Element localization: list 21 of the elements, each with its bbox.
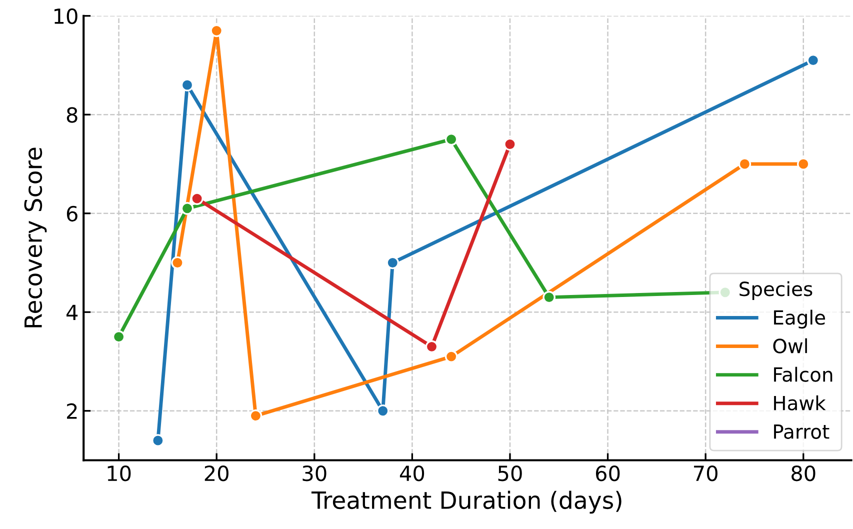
x-tick-label: 10 — [108, 465, 131, 482]
y-tick-label: 4 — [66, 304, 78, 320]
x-axis-title: Treatment Duration (days) — [311, 490, 622, 514]
x-tick-label: 70 — [694, 465, 718, 482]
x-tick-label: 30 — [302, 465, 326, 482]
x-tick-label: 50 — [498, 465, 522, 482]
legend-label: Parrot — [774, 424, 830, 439]
y-tick-label: 10 — [54, 8, 78, 24]
x-tick-label: 40 — [400, 465, 424, 482]
legend-label: Eagle — [774, 310, 826, 329]
legend-label: Hawk — [774, 395, 826, 410]
x-tick-label: 60 — [596, 465, 620, 482]
y-tick-label: 6 — [66, 206, 78, 222]
x-tick-label: 80 — [792, 465, 816, 482]
legend-label: Owl — [773, 338, 807, 354]
legend-title: Species — [740, 281, 812, 300]
x-tick-label: 20 — [204, 465, 228, 482]
legend-label: Falcon — [774, 366, 832, 382]
y-tick-label: 8 — [66, 107, 78, 123]
y-tick-label: 2 — [67, 403, 77, 419]
y-axis-title: Recovery Score — [24, 148, 47, 328]
